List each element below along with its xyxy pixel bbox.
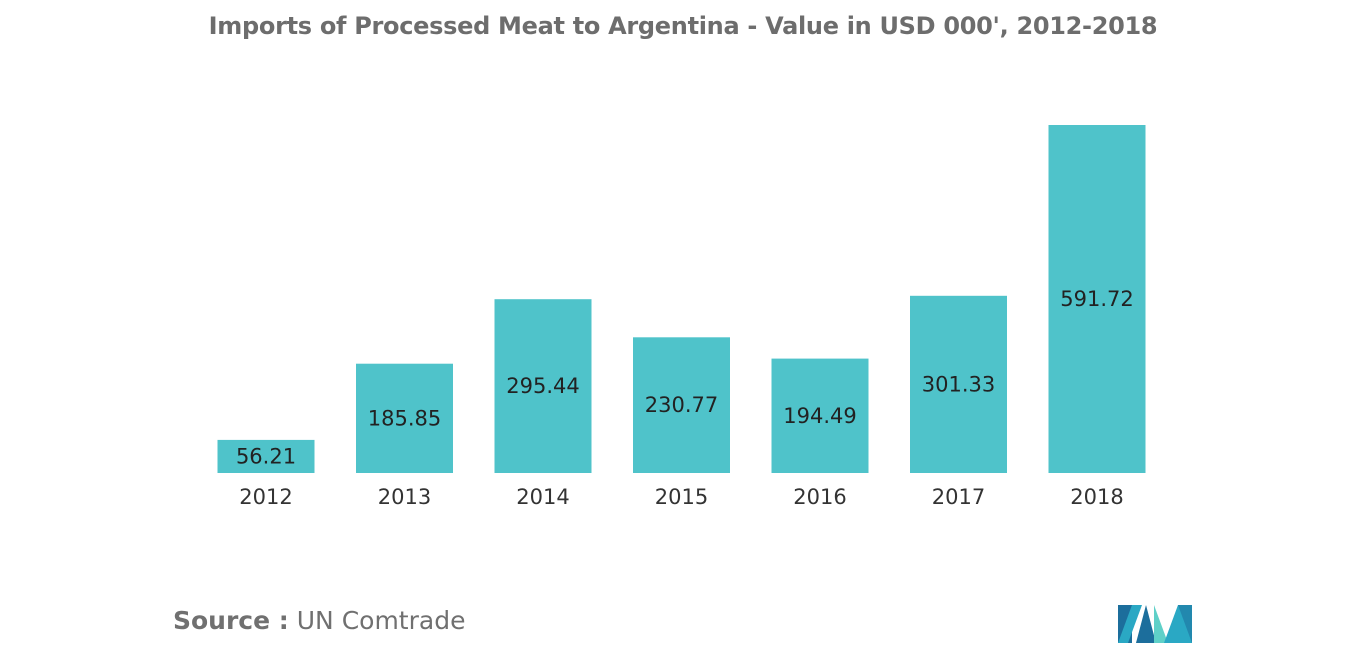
bar-value-label: 56.21 (236, 445, 296, 469)
bar-value-label: 185.85 (368, 406, 441, 430)
source-note: Source : UN Comtrade (173, 606, 465, 635)
bar-value-label: 301.33 (922, 372, 995, 396)
bar-2015 (633, 337, 730, 473)
bar-2014 (494, 299, 592, 473)
x-tick-label: 2017 (932, 485, 985, 509)
x-tick-label: 2014 (516, 485, 569, 509)
x-tick-label: 2016 (793, 485, 846, 509)
bar-2018 (1048, 125, 1146, 473)
mordor-intelligence-logo-icon (1118, 605, 1192, 643)
bar-2012 (217, 439, 315, 473)
x-tick-label: 2013 (378, 485, 431, 509)
bar-value-label: 591.72 (1060, 287, 1133, 311)
source-text: UN Comtrade (288, 606, 466, 635)
bar-value-label: 295.44 (506, 374, 579, 398)
bar-2017 (910, 295, 1007, 473)
bar-2013 (356, 363, 453, 473)
x-tick-label: 2012 (239, 485, 292, 509)
bar-value-label: 194.49 (783, 404, 856, 428)
bar-2016 (771, 358, 869, 473)
bar-value-label: 230.77 (645, 393, 718, 417)
chart-title: Imports of Processed Meat to Argentina -… (208, 12, 1158, 40)
x-tick-label: 2018 (1070, 485, 1123, 509)
source-prefix: Source : (173, 606, 289, 635)
x-tick-label: 2015 (655, 485, 708, 509)
